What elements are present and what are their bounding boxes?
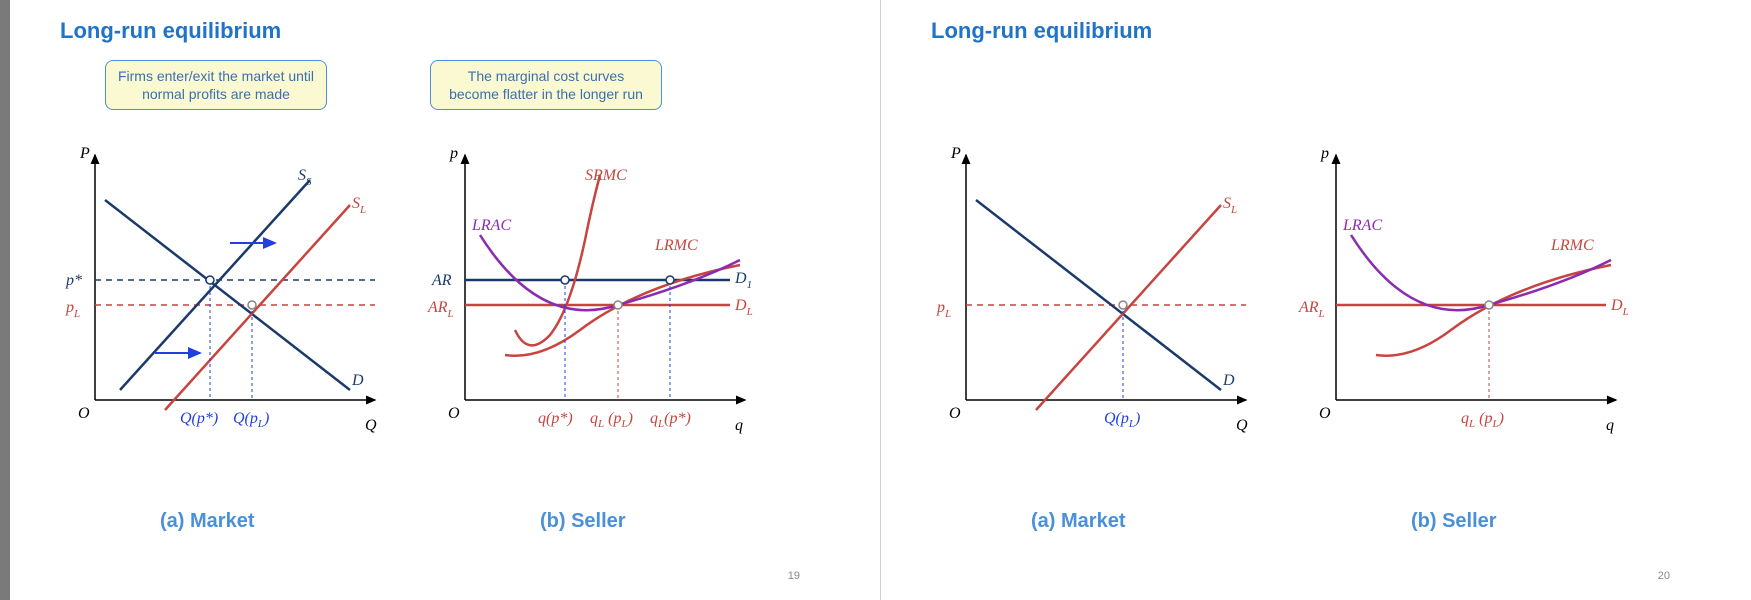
chart-seller-2: p q O LRMC LRAC ARL DL qL (pL) [1281,130,1641,450]
chart-market-2: P Q O SL D pL Q(pL) [911,130,1271,450]
label-D: D [351,372,364,389]
demand-line [105,200,350,390]
origin-label: O [1319,405,1331,422]
short-run-supply-line [120,180,310,390]
chart-market-1: P Q O SS SL D p* pL Q(p*) [40,130,400,450]
y-axis-label: P [950,145,961,162]
slide-20: Long-run equilibrium P Q O SL D pL Q(pL) [880,0,1750,600]
x-axis-label: Q [365,417,377,434]
slide-title: Long-run equilibrium [60,18,281,44]
y-axis-label: p [449,145,458,162]
x-axis-label: q [1606,417,1614,434]
y-axis-label: P [79,145,90,162]
lrac-curve [480,235,740,310]
label-lrac: LRAC [1342,217,1382,234]
lrmc-curve [1376,265,1611,356]
x-axis-label: q [735,417,743,434]
long-run-supply-line [165,205,350,410]
label-QpL: Q(pL) [233,410,269,430]
label-D: D [1222,372,1235,389]
label-ARL: ARL [427,299,454,320]
slide-title: Long-run equilibrium [931,18,1152,44]
label-SL: SL [352,195,366,216]
label-pL: pL [65,299,80,320]
label-Qpstar: Q(p*) [180,410,218,427]
label-srmc: SRMC [585,167,627,184]
page-number: 20 [1658,570,1670,582]
panel-b-caption: (b) Seller [1411,510,1497,533]
demand-line [976,200,1221,390]
label-SL: SL [1223,195,1237,216]
label-pL: pL [936,299,951,320]
label-lrmc: LRMC [1550,237,1594,254]
srmc-curve [515,175,600,345]
origin-label: O [448,405,460,422]
panel-b-caption: (b) Seller [540,510,626,533]
origin-label: O [78,405,90,422]
y-axis-label: p [1320,145,1329,162]
panel-a-caption: (a) Market [1031,510,1125,533]
left-sidebar-strip [0,0,10,600]
label-qpstar: q(p*) [538,410,573,427]
origin-label: O [949,405,961,422]
chart-seller-1: p q O SRMC LRMC LRAC AR ARL D1 DL [410,130,770,450]
label-lrmc: LRMC [654,237,698,254]
page-number: 19 [788,570,800,582]
callout-mc-flatter: The marginal cost curves become flatter … [430,60,662,110]
label-qLpstar: qL(p*) [650,410,691,430]
label-qLpL: qL (pL) [1461,410,1504,430]
label-lrac: LRAC [471,217,511,234]
label-D1: D1 [734,270,752,291]
label-ARL: ARL [1298,299,1325,320]
label-DL: DL [734,297,753,318]
callout-firms-enter-exit: Firms enter/exit the market until normal… [105,60,327,110]
panel-a-caption: (a) Market [160,510,254,533]
slide-19: Long-run equilibrium Firms enter/exit th… [10,0,880,600]
label-DL: DL [1610,297,1629,318]
x-axis-label: Q [1236,417,1248,434]
long-run-supply-line [1036,205,1221,410]
label-AR: AR [431,272,452,289]
label-pstar: p* [65,272,82,289]
label-qLpL: qL (pL) [590,410,633,430]
label-QpL: Q(pL) [1104,410,1140,430]
